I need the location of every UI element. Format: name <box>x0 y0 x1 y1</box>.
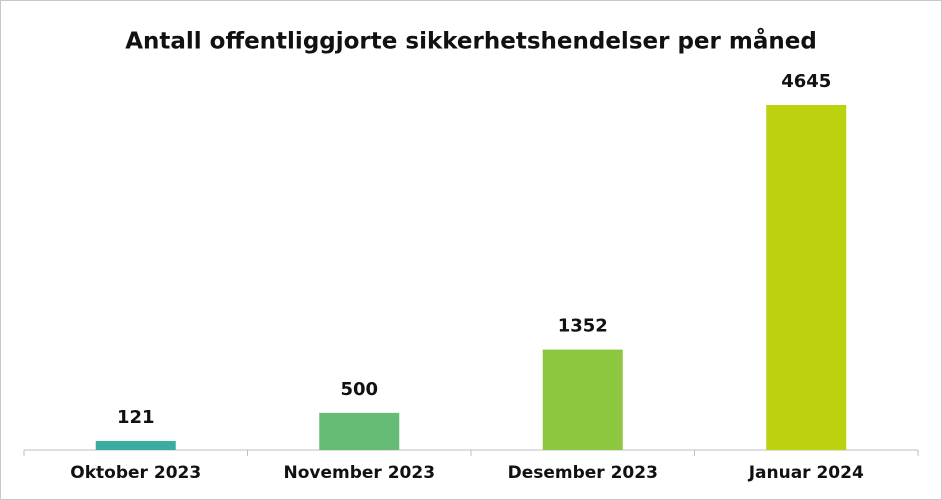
data-label: 121 <box>117 407 155 428</box>
chart-title: Antall offentliggjorte sikkerhetshendels… <box>125 28 817 55</box>
data-label: 1352 <box>558 316 608 337</box>
x-tick-label: November 2023 <box>283 463 435 483</box>
bar <box>95 441 176 450</box>
data-label: 500 <box>340 379 378 400</box>
bar <box>766 105 847 450</box>
x-tick-label: Oktober 2023 <box>70 463 201 483</box>
data-label: 4645 <box>781 71 831 92</box>
x-tick-label: Januar 2024 <box>748 463 864 483</box>
x-tick-label: Desember 2023 <box>508 463 658 483</box>
bar <box>319 412 400 450</box>
bar <box>542 349 623 450</box>
